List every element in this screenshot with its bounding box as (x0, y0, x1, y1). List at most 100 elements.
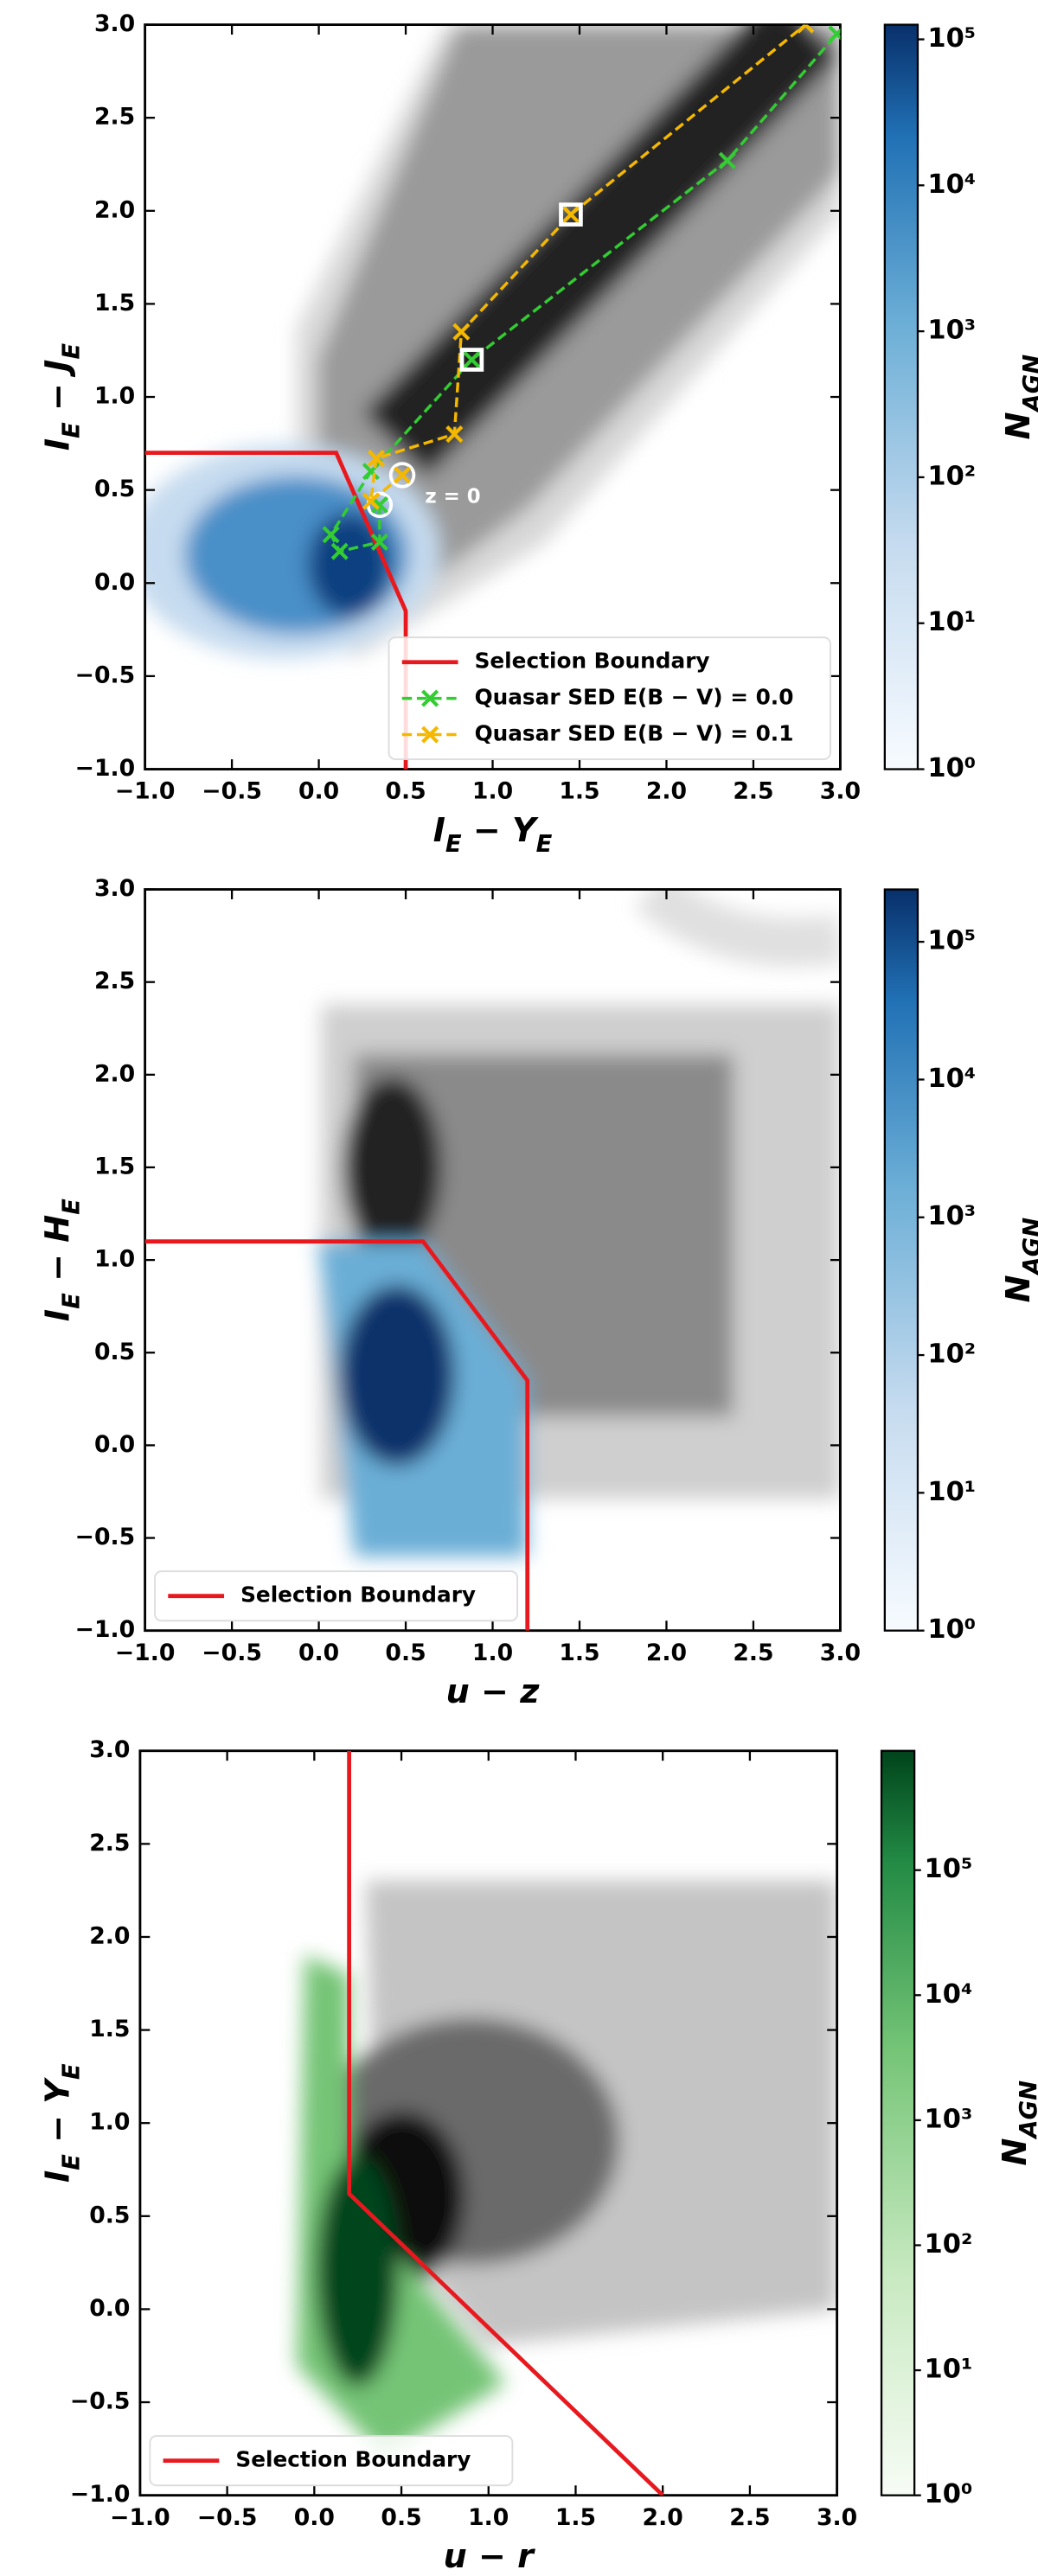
legend-box (388, 636, 831, 761)
colorbar-tick-label: 10⁰ (927, 753, 976, 783)
colorbar-tick-label: 10¹ (927, 1477, 976, 1507)
x-tick-label: −1.0 (110, 2504, 170, 2531)
x-tick-label: 0.0 (298, 778, 339, 805)
colorbar-tick-label: 10⁵ (925, 1854, 973, 1884)
x-tick-label: 2.5 (729, 2504, 770, 2531)
y-tick-label: −0.5 (75, 1524, 136, 1550)
point-marker (828, 25, 841, 43)
x-tick-label: 3.0 (820, 778, 861, 805)
x-tick-label: 2.0 (646, 778, 687, 805)
y-tick-label: −1.0 (75, 755, 136, 782)
colorbar (883, 888, 919, 1632)
x-axis-label: u − z (446, 1672, 541, 1710)
x-tick-label: 2.0 (646, 1640, 687, 1666)
series-line (144, 1239, 530, 1631)
y-tick-label: 1.5 (94, 290, 135, 316)
colorbar-tick-label: 10⁰ (925, 2479, 973, 2509)
x-tick-label: 1.0 (468, 2504, 509, 2531)
x-tick-label: 3.0 (817, 2504, 857, 2531)
y-tick-label: 1.0 (94, 1246, 135, 1273)
colorbar (883, 23, 919, 770)
colorbar-tick-label: 10⁰ (927, 1614, 976, 1645)
density-map (144, 24, 841, 659)
square-marker (459, 348, 484, 372)
x-tick-label: 0.0 (294, 2504, 335, 2531)
x-tick-label: 2.5 (733, 1640, 773, 1666)
density-map (296, 1881, 837, 2458)
y-tick-label: 0.5 (89, 2202, 130, 2228)
point-marker (322, 526, 340, 544)
y-tick-label: 0.0 (89, 2295, 130, 2322)
y-tick-label: −1.0 (75, 1616, 136, 1643)
y-tick-label: 1.0 (89, 2109, 130, 2136)
point-marker (393, 466, 412, 484)
x-tick-label: 1.5 (559, 1640, 599, 1666)
x-tick-label: 3.0 (820, 1640, 861, 1666)
x-tick-label: −1.0 (115, 1640, 176, 1666)
colorbar-tick-label: 10⁴ (927, 169, 976, 200)
legend-label: Quasar SED E(B − V) = 0.1 (475, 721, 794, 746)
x-tick-label: −0.5 (202, 1640, 262, 1666)
x-tick-label: 1.0 (472, 778, 513, 805)
annotation: z = 0 (425, 486, 480, 508)
y-tick-label: 3.0 (94, 10, 135, 37)
colorbar-tick-label: 10³ (927, 1201, 976, 1231)
y-axis-label: IE − JE (38, 343, 86, 451)
start-marker (388, 462, 416, 489)
y-tick-label: 3.0 (94, 875, 135, 902)
series-layer (144, 1239, 530, 1631)
legend-marker (421, 725, 439, 744)
y-tick-label: 2.5 (89, 1830, 130, 1857)
y-axis-label: IE − YE (38, 2063, 85, 2183)
y-tick-label: 2.0 (94, 1060, 135, 1087)
point-marker (370, 533, 388, 551)
colorbar-label: NAGN (999, 355, 1038, 440)
legend-label: Selection Boundary (475, 649, 710, 674)
colorbar-tick-label: 10⁵ (927, 926, 976, 956)
x-tick-label: 0.5 (381, 2504, 421, 2531)
colorbar-tick-label: 10² (927, 1339, 976, 1370)
legend-box (149, 2435, 514, 2487)
x-tick-label: 0.0 (298, 1640, 339, 1666)
point-marker (445, 425, 464, 444)
y-tick-label: 1.0 (94, 383, 135, 410)
legend-label: Quasar SED E(B − V) = 0.0 (475, 685, 794, 710)
colorbar-tick-label: 10⁴ (925, 1979, 973, 2010)
colorbar-tick-label: 10³ (925, 2104, 973, 2134)
y-tick-label: −1.0 (70, 2481, 131, 2508)
y-tick-label: 2.0 (94, 196, 135, 223)
point-marker (797, 24, 815, 34)
point-marker (367, 450, 385, 468)
point-marker (362, 492, 380, 510)
y-tick-label: 2.0 (89, 1922, 130, 1949)
x-tick-label: −1.0 (115, 778, 176, 805)
x-tick-label: −0.5 (202, 778, 262, 805)
point-marker (452, 323, 471, 341)
x-tick-label: 0.5 (385, 778, 426, 805)
colorbar-label: NAGN (999, 1218, 1038, 1303)
colorbar-tick-label: 10³ (927, 316, 976, 346)
legend-marker (421, 689, 439, 707)
point-marker (463, 350, 481, 369)
y-tick-label: 1.5 (89, 2016, 130, 2042)
series-line (347, 1750, 664, 2496)
y-tick-label: 0.5 (94, 476, 135, 502)
x-tick-label: 0.5 (385, 1640, 426, 1666)
point-marker (330, 542, 349, 560)
square-marker (559, 202, 583, 227)
x-tick-label: 1.5 (559, 778, 599, 805)
y-tick-label: 2.5 (94, 104, 135, 131)
legend-box (154, 1570, 519, 1622)
x-tick-label: 1.0 (472, 1640, 513, 1666)
colorbar-label: NAGN (996, 2081, 1038, 2166)
y-tick-label: 0.0 (94, 569, 135, 596)
y-tick-label: −0.5 (70, 2388, 131, 2415)
colorbar-tick-label: 10¹ (925, 2355, 973, 2385)
y-tick-label: 3.0 (89, 1736, 130, 1763)
legend-label: Selection Boundary (240, 1582, 476, 1608)
colorbar-tick-label: 10² (925, 2229, 973, 2260)
density-map (317, 889, 841, 1556)
series-line (329, 33, 838, 553)
